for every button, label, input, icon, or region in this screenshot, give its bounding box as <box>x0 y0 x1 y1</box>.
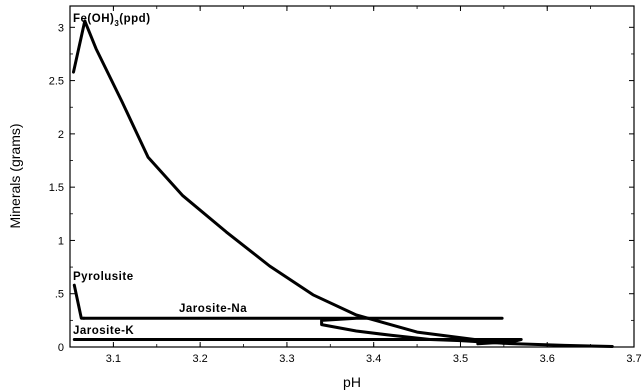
x-tick-label: 3.1 <box>106 353 121 365</box>
series-label-group: Fe(OH)3(ppd) Pyrolusite Jarosite-Na Jaro… <box>73 13 247 337</box>
y-axis-label: Minerals (grams) <box>7 123 23 228</box>
annotation-jarosite-na: Jarosite-Na <box>179 303 247 315</box>
y-tick-label: 0 <box>58 342 64 354</box>
series-group <box>72 19 614 348</box>
x-axis-label: pH <box>343 374 361 390</box>
x-tick-label: 3.3 <box>279 353 294 365</box>
y-tick-label: 2.5 <box>49 76 64 88</box>
tick-group: 3.1 3.2 3.3 3.4 3.5 3.6 3.7 0 .5 1 1.5 2 2.5 3 <box>49 6 642 365</box>
series-line-jarosite-k <box>72 338 523 346</box>
y-tick-label: 3 <box>58 22 64 34</box>
y-tick-label: 2 <box>58 129 64 141</box>
x-tick-label: 3.4 <box>366 353 381 365</box>
plot-frame <box>69 5 635 348</box>
series-line-pyrolusite <box>72 283 86 320</box>
annotation-jarosite-k: Jarosite-K <box>73 325 134 337</box>
y-tick-label: 1 <box>58 235 64 247</box>
x-tick-label: 3.7 <box>626 353 641 365</box>
y-tick-label: .5 <box>55 289 64 301</box>
series-line-fe-oh-3-ppd <box>72 19 614 348</box>
annotation-pyrolusite: Pyrolusite <box>73 271 134 283</box>
annotation-fe-oh-3-ppd: Fe(OH)3(ppd) <box>73 13 151 28</box>
y-tick-label: 1.5 <box>49 182 64 194</box>
x-tick-label: 3.6 <box>540 353 555 365</box>
x-tick-label: 3.5 <box>453 353 468 365</box>
x-tick-label: 3.2 <box>193 353 208 365</box>
